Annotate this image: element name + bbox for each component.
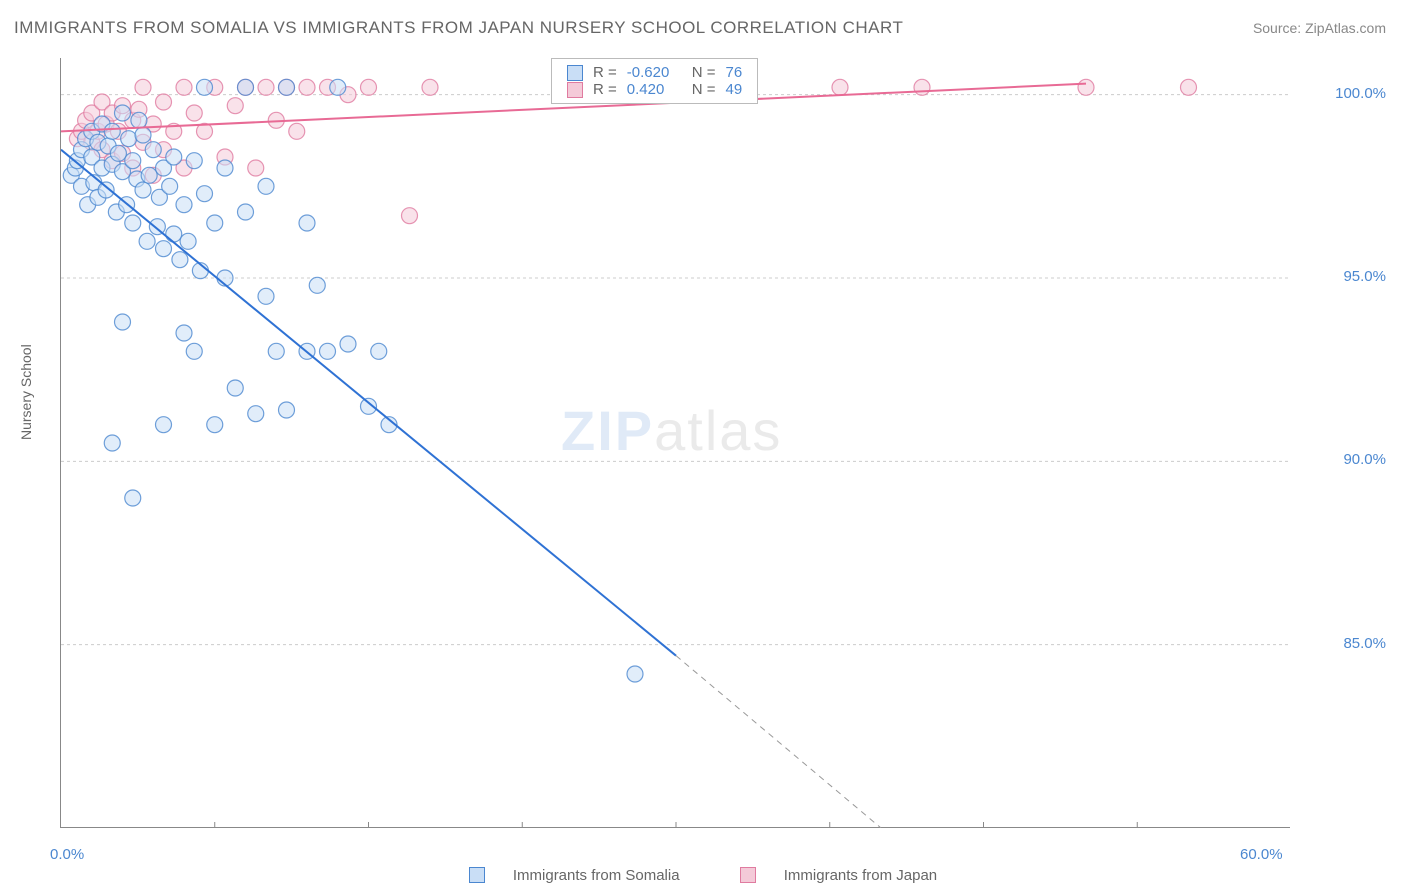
chart-title: IMMIGRANTS FROM SOMALIA VS IMMIGRANTS FR… — [14, 18, 903, 38]
legend-bottom: Immigrants from Somalia Immigrants from … — [0, 867, 1406, 884]
n-label: N = — [692, 81, 716, 98]
y-axis-label: Nursery School — [18, 344, 34, 440]
legend-label-somalia: Immigrants from Somalia — [513, 867, 680, 884]
y-tick-label: 85.0% — [1343, 635, 1386, 652]
legend-item-japan: Immigrants from Japan — [726, 867, 951, 884]
r-label: R = — [593, 81, 617, 98]
legend-label-japan: Immigrants from Japan — [784, 867, 937, 884]
watermark-light: atlas — [654, 399, 782, 462]
r-label: R = — [593, 64, 617, 81]
plot-area: ZIPatlas R = -0.620 N = 76 R = 0.420 N =… — [60, 58, 1290, 828]
source-site: ZipAtlas.com — [1305, 20, 1386, 36]
n-label: N = — [692, 64, 716, 81]
swatch-japan — [740, 867, 756, 883]
y-tick-label: 95.0% — [1343, 268, 1386, 285]
legend-row-japan: R = 0.420 N = 49 — [567, 81, 742, 98]
watermark: ZIPatlas — [561, 398, 782, 463]
n-value: 49 — [726, 81, 743, 98]
n-value: 76 — [726, 64, 743, 81]
y-tick-label: 90.0% — [1343, 451, 1386, 468]
source-prefix: Source: — [1253, 20, 1305, 36]
source-attribution: Source: ZipAtlas.com — [1253, 20, 1386, 36]
legend-swatch-japan — [567, 82, 583, 98]
swatch-somalia — [469, 867, 485, 883]
legend-item-somalia: Immigrants from Somalia — [455, 867, 698, 884]
y-tick-labels: 85.0% 90.0% 95.0% 100.0% — [1296, 58, 1386, 828]
legend-box: R = -0.620 N = 76 R = 0.420 N = 49 — [551, 58, 758, 104]
r-value: 0.420 — [627, 81, 682, 98]
y-tick-label: 100.0% — [1335, 85, 1386, 102]
legend-row-somalia: R = -0.620 N = 76 — [567, 64, 742, 81]
x-tick-label: 60.0% — [1240, 846, 1283, 863]
x-tick-label: 0.0% — [50, 846, 84, 863]
legend-swatch-somalia — [567, 65, 583, 81]
watermark-bold: ZIP — [561, 399, 654, 462]
r-value: -0.620 — [627, 64, 682, 81]
